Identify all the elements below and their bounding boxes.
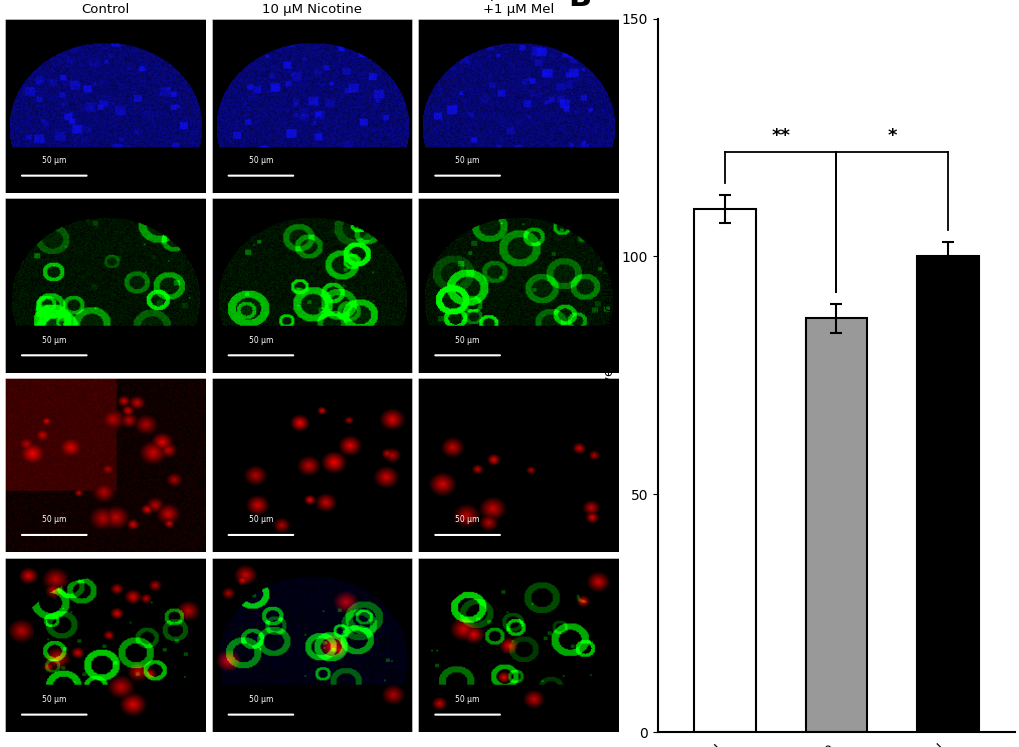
Title: Control: Control — [82, 3, 129, 16]
Text: 50 μm: 50 μm — [249, 156, 273, 165]
Text: 50 μm: 50 μm — [249, 695, 273, 704]
Text: 50 μm: 50 μm — [454, 156, 479, 165]
Text: B: B — [569, 0, 591, 12]
Text: 50 μm: 50 μm — [42, 336, 66, 345]
Bar — [916, 256, 977, 732]
Text: **: ** — [770, 127, 790, 145]
Text: 50 μm: 50 μm — [249, 336, 273, 345]
Text: 50 μm: 50 μm — [454, 336, 479, 345]
Text: 50 μm: 50 μm — [454, 515, 479, 524]
Title: 10 μM Nicotine: 10 μM Nicotine — [262, 3, 362, 16]
Text: 50 μm: 50 μm — [42, 156, 66, 165]
Text: 50 μm: 50 μm — [42, 695, 66, 704]
Text: 50 μm: 50 μm — [42, 515, 66, 524]
Bar — [694, 209, 755, 732]
Text: 50 μm: 50 μm — [249, 515, 273, 524]
Text: 50 μm: 50 μm — [454, 695, 479, 704]
Bar — [805, 318, 866, 732]
Text: *: * — [887, 127, 896, 145]
Y-axis label: Number of EdU-positive somatic cells/section: Number of EdU-positive somatic cells/sec… — [602, 234, 615, 517]
Title: 10 μM Nicotine
+1 μM Mel: 10 μM Nicotine +1 μM Mel — [469, 0, 569, 16]
